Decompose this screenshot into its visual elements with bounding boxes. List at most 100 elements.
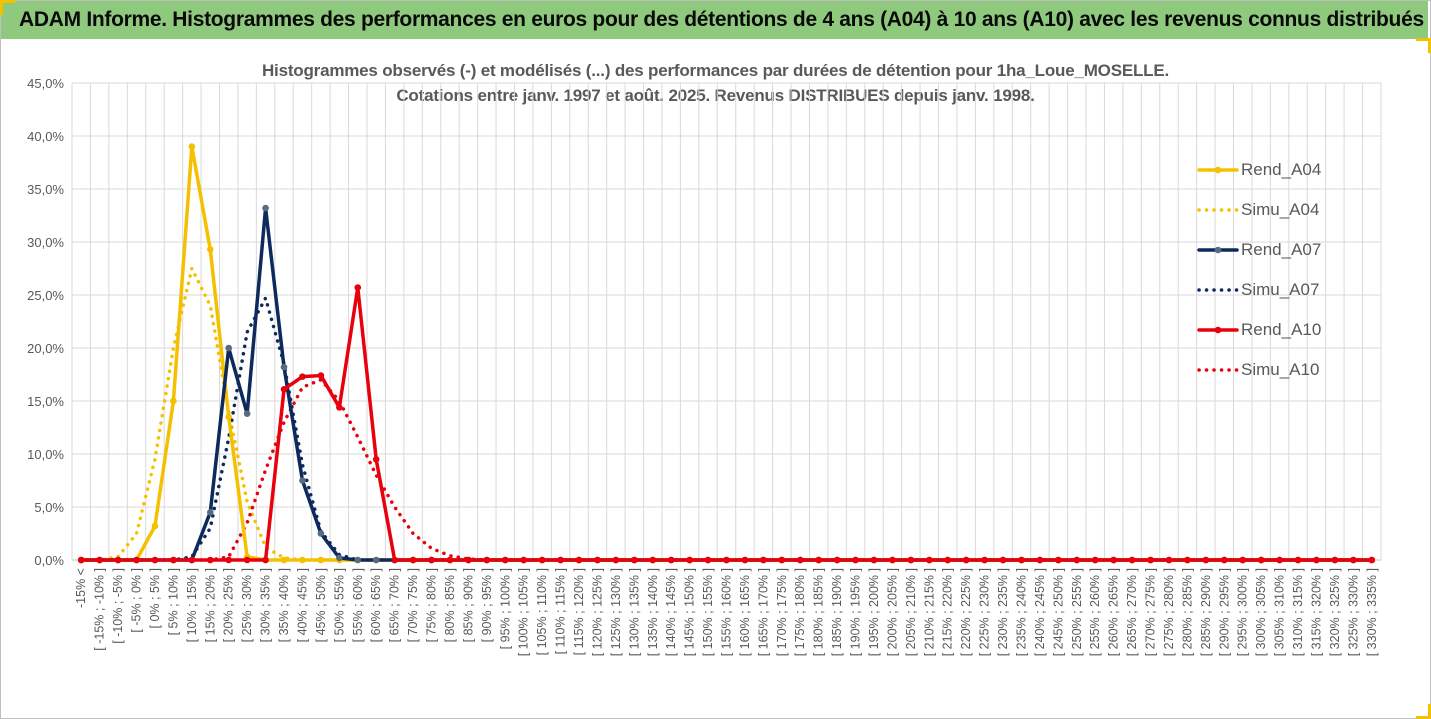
data-point bbox=[741, 556, 749, 564]
data-point bbox=[206, 509, 214, 516]
legend-item-rend-a10: Rend_A10 bbox=[1196, 310, 1376, 350]
data-point bbox=[225, 556, 233, 564]
x-tick-label: [ 230% ; 235% ] bbox=[996, 568, 1010, 656]
data-point bbox=[151, 522, 159, 530]
data-point bbox=[686, 556, 693, 564]
legend-item-rend-a04: Rend_A04 bbox=[1196, 150, 1376, 190]
x-tick-label: [ 125% ; 130% ] bbox=[609, 568, 623, 656]
x-tick-label: [ 35% ; 40% ] bbox=[277, 568, 291, 642]
y-tick-label: 15,0% bbox=[27, 394, 64, 409]
legend-swatch bbox=[1197, 208, 1239, 212]
data-point bbox=[280, 386, 288, 393]
y-tick-label: 5,0% bbox=[34, 500, 64, 515]
x-tick-label: [ 25% ; 30% ] bbox=[240, 568, 254, 642]
legend-label: Simu_A10 bbox=[1241, 360, 1320, 379]
y-tick-label: 10,0% bbox=[27, 447, 64, 462]
data-point bbox=[778, 556, 786, 564]
x-tick-label: [ 155% ; 160% ] bbox=[720, 568, 734, 656]
x-tick-label: [ 55% ; 60% ] bbox=[351, 568, 365, 642]
x-tick-label: [ 140% ; 145% ] bbox=[664, 568, 678, 656]
data-point bbox=[962, 556, 970, 564]
x-tick-label: [ 210% ; 215% ] bbox=[922, 568, 936, 656]
data-point bbox=[133, 556, 140, 564]
data-point bbox=[575, 556, 583, 564]
data-point bbox=[188, 556, 196, 564]
data-point bbox=[317, 372, 325, 379]
x-tick-label: [ 200% ; 205% ] bbox=[885, 568, 899, 656]
x-tick-label: [ 130% ; 135% ] bbox=[627, 568, 641, 656]
y-tick-label: 0,0% bbox=[34, 553, 64, 568]
data-point bbox=[225, 413, 233, 421]
x-tick-label: [ 225% ; 230% ] bbox=[978, 568, 992, 656]
x-tick-label: [ 105% ; 110% ] bbox=[535, 568, 549, 655]
report-banner: ADAM Informe. Histogrammes des performan… bbox=[1, 1, 1428, 39]
data-point bbox=[1147, 556, 1154, 564]
data-point bbox=[760, 556, 767, 564]
x-tick-label: [ 255% ; 260% ] bbox=[1088, 568, 1102, 656]
data-point bbox=[428, 556, 435, 564]
legend-item-simu-a07: Simu_A07 bbox=[1196, 270, 1376, 310]
x-tick-label: [ 95% ; 100% ] bbox=[498, 568, 512, 649]
data-point bbox=[170, 556, 177, 564]
y-tick-label: 35,0% bbox=[27, 182, 64, 197]
x-tick-label: [ 85% ; 90% ] bbox=[461, 568, 475, 642]
data-point bbox=[114, 556, 122, 564]
data-point bbox=[1202, 556, 1210, 564]
x-tick-label: [ 280% ; 285% ] bbox=[1180, 568, 1194, 656]
data-point bbox=[501, 556, 509, 564]
data-point bbox=[520, 556, 527, 564]
x-tick-label: [ 295% ; 300% ] bbox=[1236, 568, 1250, 656]
x-tick-label: [ 170% ; 175% ] bbox=[775, 568, 789, 656]
x-tick-label: [ 205% ; 210% ] bbox=[904, 568, 918, 656]
legend-swatch bbox=[1197, 326, 1239, 334]
data-point bbox=[944, 556, 952, 564]
chart-grid bbox=[71, 82, 1382, 561]
x-tick-label: [ 180% ; 185% ] bbox=[812, 568, 826, 656]
x-tick-label: [ 50% ; 55% ] bbox=[332, 568, 346, 642]
legend-swatch bbox=[1197, 166, 1239, 174]
data-point bbox=[907, 556, 915, 564]
data-point bbox=[170, 397, 177, 405]
data-point bbox=[483, 556, 491, 564]
x-tick-label: [ 135% ; 140% ] bbox=[646, 568, 660, 656]
data-point bbox=[1110, 556, 1117, 564]
y-tick-label: 20,0% bbox=[27, 341, 64, 356]
y-tick-label: 40,0% bbox=[27, 129, 64, 144]
data-point bbox=[1220, 556, 1228, 564]
x-tick-label: [ 120% ; 125% ] bbox=[590, 568, 604, 656]
data-point bbox=[465, 556, 472, 564]
data-point bbox=[336, 554, 343, 562]
x-tick-label: [ 290% ; 295% ] bbox=[1217, 568, 1231, 656]
data-point bbox=[1055, 556, 1062, 564]
x-tick-label: [ 145% ; 150% ] bbox=[683, 568, 697, 656]
data-point bbox=[1128, 556, 1136, 564]
report-title: ADAM Informe. Histogrammes des performan… bbox=[19, 8, 1424, 31]
data-point bbox=[649, 556, 657, 564]
chart-title-line-2: Cotations entre janv. 1997 et août. 2025… bbox=[396, 86, 1035, 105]
x-tick-label: [ 45% ; 50% ] bbox=[314, 568, 328, 642]
data-point bbox=[981, 556, 988, 564]
data-point bbox=[796, 556, 804, 564]
data-point bbox=[1165, 556, 1173, 564]
data-point bbox=[1294, 556, 1302, 564]
y-tick-label: 25,0% bbox=[27, 288, 64, 303]
x-tick-label: [ 100% ; 105% ] bbox=[517, 568, 531, 656]
x-tick-label: [ 245% ; 250% ] bbox=[1051, 568, 1065, 656]
legend-label: Simu_A07 bbox=[1241, 280, 1320, 299]
legend-label: Simu_A04 bbox=[1241, 200, 1320, 219]
data-point bbox=[1257, 556, 1265, 564]
x-tick-label: [ 90% ; 95% ] bbox=[480, 568, 494, 642]
x-tick-label: [ 10% ; 15% ] bbox=[185, 568, 199, 642]
x-tick-label: [ 260% ; 265% ] bbox=[1107, 568, 1121, 656]
data-point bbox=[612, 556, 620, 564]
data-point bbox=[188, 143, 196, 150]
x-tick-label: [ 15% ; 20% ] bbox=[203, 568, 217, 642]
data-point bbox=[206, 556, 214, 564]
legend-label: Rend_A07 bbox=[1241, 240, 1322, 259]
data-point bbox=[594, 556, 601, 564]
data-point bbox=[96, 556, 103, 564]
chart-title: Histogrammes observés (-) et modélisés (… bbox=[0, 58, 1431, 108]
bottom-right-corner-mark bbox=[1416, 704, 1431, 719]
x-tick-label: [ 315% ; 320% ] bbox=[1309, 568, 1323, 656]
